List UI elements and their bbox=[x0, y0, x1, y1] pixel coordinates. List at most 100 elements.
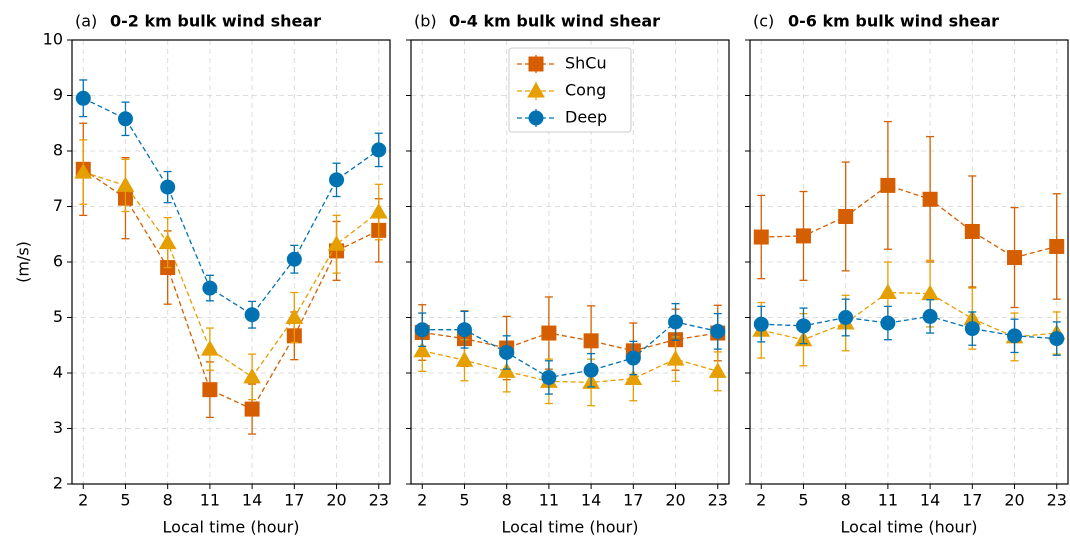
chart-title: 0-6 km bulk wind shear bbox=[788, 12, 999, 31]
y-tick-label: 9 bbox=[53, 85, 63, 104]
x-tick-label: 17 bbox=[623, 491, 643, 510]
y-tick-label: 4 bbox=[53, 363, 63, 382]
x-tick-label: 2 bbox=[417, 491, 427, 510]
legend-label: Deep bbox=[565, 108, 607, 127]
marker bbox=[456, 322, 472, 338]
marker bbox=[202, 280, 218, 296]
legend-label: Cong bbox=[565, 81, 606, 100]
panel-label: (b) bbox=[414, 12, 437, 31]
marker bbox=[921, 284, 939, 301]
y-tick-label: 2 bbox=[53, 474, 63, 493]
x-tick-label: 14 bbox=[242, 491, 262, 510]
marker bbox=[838, 208, 854, 224]
marker bbox=[499, 344, 515, 360]
x-tick-label: 5 bbox=[120, 491, 130, 510]
marker bbox=[244, 307, 260, 323]
marker bbox=[528, 110, 544, 126]
marker bbox=[753, 229, 769, 245]
marker bbox=[243, 367, 261, 384]
marker bbox=[1049, 238, 1065, 254]
x-axis-label: Local time (hour) bbox=[841, 518, 978, 537]
marker bbox=[158, 233, 177, 250]
x-tick-label: 11 bbox=[200, 491, 220, 510]
marker bbox=[795, 228, 811, 244]
marker bbox=[497, 362, 516, 378]
marker bbox=[160, 179, 176, 195]
marker bbox=[527, 81, 545, 98]
series-line bbox=[761, 184, 1057, 259]
marker bbox=[414, 322, 430, 338]
marker bbox=[369, 203, 388, 219]
x-tick-label: 20 bbox=[326, 491, 346, 510]
marker bbox=[327, 235, 346, 251]
marker bbox=[753, 316, 769, 332]
marker bbox=[285, 308, 304, 324]
x-tick-label: 8 bbox=[502, 491, 512, 510]
marker bbox=[583, 362, 599, 378]
panel-label: (a) bbox=[75, 12, 97, 31]
marker bbox=[329, 172, 345, 188]
x-tick-label: 23 bbox=[369, 491, 389, 510]
panel-label: (c) bbox=[753, 12, 774, 31]
marker bbox=[413, 341, 432, 358]
marker bbox=[1007, 250, 1023, 266]
axes-frame bbox=[71, 39, 391, 485]
marker bbox=[795, 318, 811, 334]
x-tick-label: 5 bbox=[459, 491, 469, 510]
x-tick-label: 14 bbox=[581, 491, 601, 510]
axes-frame bbox=[749, 39, 1069, 485]
marker bbox=[922, 191, 938, 207]
marker bbox=[116, 176, 135, 192]
x-tick-label: 14 bbox=[920, 491, 940, 510]
marker bbox=[201, 340, 219, 356]
series-line bbox=[422, 321, 718, 379]
x-tick-label: 20 bbox=[1004, 491, 1024, 510]
series-line bbox=[82, 168, 380, 410]
marker bbox=[455, 351, 474, 367]
marker bbox=[583, 333, 599, 349]
marker bbox=[838, 310, 854, 325]
y-axis-label: (m/s) bbox=[14, 241, 33, 283]
x-tick-label: 11 bbox=[539, 491, 559, 510]
chart-title: 0-4 km bulk wind shear bbox=[449, 12, 660, 31]
marker bbox=[880, 177, 896, 193]
marker bbox=[922, 308, 938, 324]
y-tick-label: 10 bbox=[43, 30, 63, 49]
marker bbox=[541, 369, 557, 385]
marker bbox=[880, 315, 896, 331]
marker bbox=[244, 401, 260, 417]
chart-title: 0-2 km bulk wind shear bbox=[110, 12, 321, 31]
x-tick-label: 5 bbox=[798, 491, 808, 510]
x-tick-label: 20 bbox=[665, 491, 685, 510]
x-tick-label: 17 bbox=[962, 491, 982, 510]
x-axis-label: Local time (hour) bbox=[502, 518, 639, 537]
marker bbox=[75, 90, 91, 106]
marker bbox=[202, 382, 218, 398]
series-line bbox=[83, 171, 380, 378]
x-tick-label: 2 bbox=[756, 491, 766, 510]
marker bbox=[624, 369, 643, 386]
marker bbox=[74, 163, 93, 179]
x-tick-label: 23 bbox=[1047, 491, 1067, 510]
series-line bbox=[422, 350, 718, 384]
x-tick-label: 11 bbox=[878, 491, 898, 510]
marker bbox=[708, 362, 727, 378]
marker bbox=[964, 321, 980, 337]
marker bbox=[1049, 331, 1065, 347]
marker bbox=[528, 56, 544, 72]
y-tick-label: 5 bbox=[53, 307, 63, 326]
marker bbox=[541, 325, 557, 341]
marker bbox=[1007, 328, 1023, 344]
marker bbox=[666, 350, 685, 366]
series-line bbox=[761, 291, 1057, 341]
marker bbox=[286, 251, 302, 267]
x-tick-label: 23 bbox=[708, 491, 728, 510]
y-tick-label: 6 bbox=[53, 252, 63, 271]
marker bbox=[371, 142, 387, 158]
x-axis-label: Local time (hour) bbox=[163, 518, 300, 537]
x-tick-label: 8 bbox=[163, 491, 173, 510]
x-tick-label: 2 bbox=[78, 491, 88, 510]
marker bbox=[710, 323, 726, 339]
y-tick-label: 8 bbox=[53, 141, 63, 160]
